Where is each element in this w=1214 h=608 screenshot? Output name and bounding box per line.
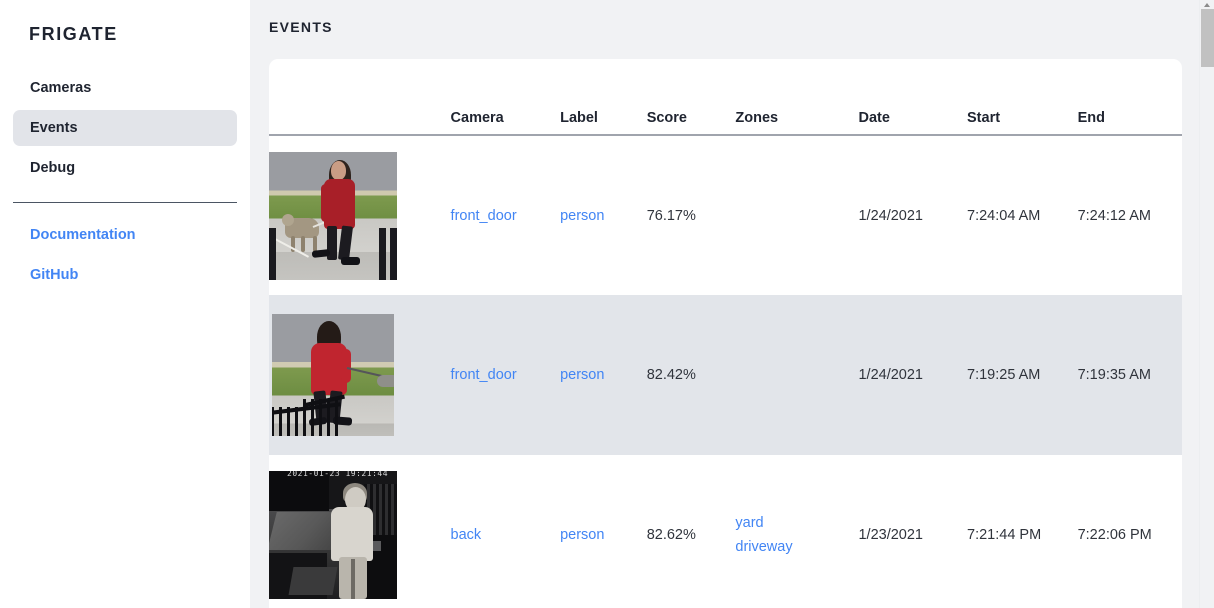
page-title: EVENTS [269, 19, 333, 35]
sidebar-divider [13, 202, 237, 203]
column-header-score[interactable]: Score [646, 110, 687, 126]
table-row[interactable]: front_door person 82.42% 1/24/2021 7:19:… [269, 295, 1182, 455]
event-score-cell: 82.42% [646, 295, 736, 455]
sidebar-link-label: Documentation [30, 227, 136, 243]
scroll-up-arrow-icon[interactable] [1200, 0, 1214, 8]
sidebar-nav: Cameras Events Debug Documentation GitHu… [0, 70, 250, 293]
sidebar-link-github[interactable]: GitHub [13, 257, 237, 293]
event-label-link[interactable]: person [560, 367, 605, 383]
events-table: Camera Label Score Zones Date Start End [269, 59, 1182, 608]
events-header-row: Camera Label Score Zones Date Start End [269, 59, 1182, 135]
events-card: Camera Label Score Zones Date Start End [269, 59, 1182, 608]
event-zones-cell: yard driveway [735, 455, 858, 608]
scrollbar-thumb[interactable] [1201, 9, 1214, 67]
event-zone-link[interactable]: driveway [735, 539, 793, 555]
event-thumbnail-image[interactable] [269, 311, 397, 439]
event-zones-cell [735, 135, 858, 295]
event-thumbnail-cell[interactable] [269, 135, 451, 295]
event-camera-link[interactable]: back [450, 527, 482, 543]
sidebar-item-cameras[interactable]: Cameras [13, 70, 237, 106]
event-end-cell: 7:19:35 AM [1077, 295, 1182, 455]
event-label-link[interactable]: person [560, 207, 605, 224]
event-camera-cell[interactable]: front_door [450, 295, 561, 455]
column-header-thumbnail [269, 59, 451, 135]
event-date-cell: 1/23/2021 [858, 527, 923, 543]
sidebar-external-links: Documentation GitHub [0, 217, 250, 293]
event-start-cell: 7:19:25 AM [967, 295, 1078, 455]
column-header-date[interactable]: Date [858, 110, 890, 126]
table-row[interactable]: front_door person 76.17% 1/24/2021 7:24:… [269, 135, 1182, 295]
sidebar-link-documentation[interactable]: Documentation [13, 217, 237, 253]
event-start-cell: 7:24:04 AM [967, 207, 1041, 224]
event-camera-cell[interactable]: back [451, 455, 561, 608]
event-camera-cell[interactable]: front_door [451, 135, 561, 295]
event-camera-link[interactable]: front_door [450, 367, 517, 383]
event-thumbnail-image[interactable]: 2021-01-23 19:21:44 [269, 471, 397, 599]
event-label-cell[interactable]: person [560, 455, 647, 608]
page-scrollbar[interactable] [1199, 0, 1214, 608]
sidebar-link-label: GitHub [30, 267, 79, 283]
sidebar-item-events[interactable]: Events [13, 110, 237, 146]
events-table-body: front_door person 76.17% 1/24/2021 7:24:… [269, 135, 1182, 608]
sidebar-item-label: Cameras [30, 80, 92, 96]
event-label-cell[interactable]: person [560, 295, 647, 455]
sidebar-item-label: Events [30, 120, 78, 136]
main-content: EVENTS Camera Label Score Zones Date Sta… [250, 0, 1214, 608]
event-thumbnail-image[interactable] [269, 151, 397, 280]
column-header-start[interactable]: Start [967, 110, 1001, 126]
column-header-zones[interactable]: Zones [735, 110, 779, 126]
app-brand-title: FRIGATE [29, 24, 118, 44]
event-label-cell[interactable]: person [560, 135, 647, 295]
events-table-head: Camera Label Score Zones Date Start End [269, 59, 1182, 135]
table-row[interactable]: 2021-01-23 19:21:44 back person 82.62% y… [269, 455, 1182, 608]
event-end-cell: 7:22:06 PM [1077, 527, 1152, 543]
event-thumbnail-cell[interactable]: 2021-01-23 19:21:44 [269, 455, 451, 608]
event-zones-cell [735, 295, 859, 455]
event-score-cell: 76.17% [646, 207, 696, 224]
event-date-cell: 1/24/2021 [858, 295, 967, 455]
event-date-cell: 1/24/2021 [858, 207, 923, 224]
camera-timestamp-overlay: 2021-01-23 19:21:44 [287, 471, 389, 478]
column-header-label[interactable]: Label [560, 110, 598, 126]
event-score-cell: 82.62% [646, 527, 696, 543]
event-start-cell: 7:21:44 PM [967, 527, 1042, 543]
event-camera-link[interactable]: front_door [450, 207, 517, 224]
sidebar-item-label: Debug [30, 160, 76, 176]
column-header-end[interactable]: End [1077, 110, 1105, 126]
column-header-camera[interactable]: Camera [450, 110, 504, 126]
sidebar-item-debug[interactable]: Debug [13, 150, 237, 186]
event-zone-link[interactable]: yard [735, 515, 764, 531]
sidebar: FRIGATE Cameras Events Debug Documentati… [0, 0, 250, 608]
event-thumbnail-cell[interactable] [269, 295, 451, 455]
event-label-link[interactable]: person [560, 527, 605, 543]
event-end-cell: 7:24:12 AM [1077, 207, 1151, 224]
